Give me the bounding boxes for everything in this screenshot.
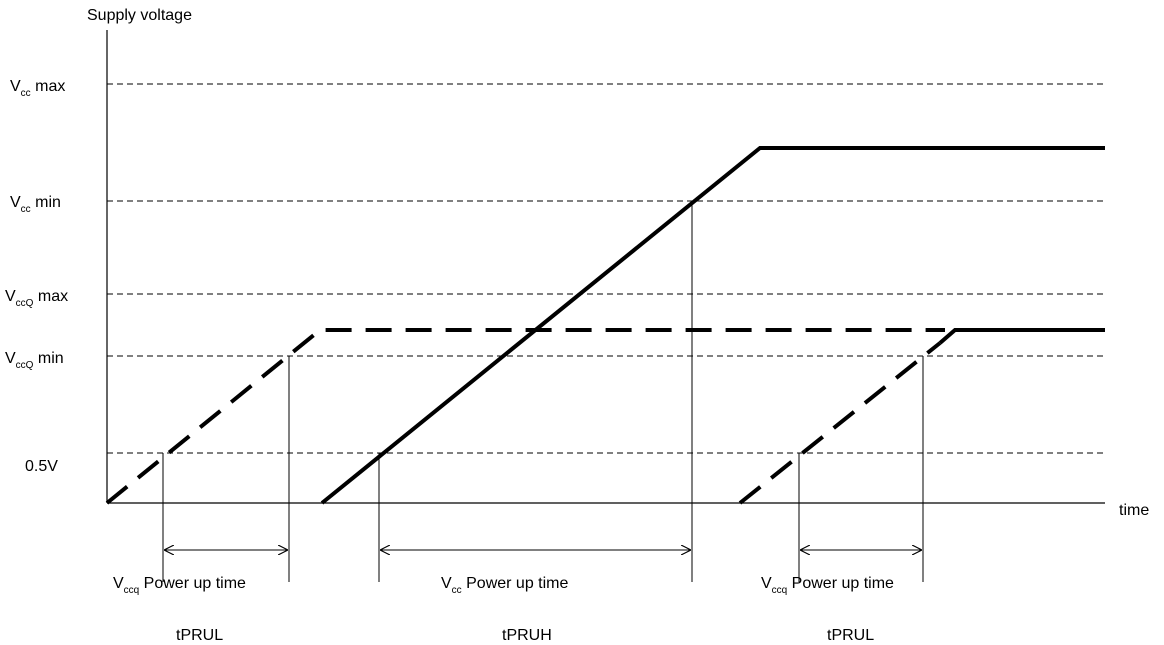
vccq-ramp-dashed-2 bbox=[738, 341, 942, 505]
vcc-ramp-solid bbox=[320, 146, 1105, 505]
vccq-settled-solid bbox=[938, 328, 1105, 345]
supply-curves bbox=[105, 146, 1105, 505]
y-axis-title: Supply voltage bbox=[87, 7, 192, 24]
param-tprul-1: tPRUL bbox=[176, 627, 223, 644]
vcc-max-label: Vcc max bbox=[10, 78, 65, 99]
half-volt-label: 0.5V bbox=[25, 458, 58, 475]
reference-levels bbox=[107, 83, 1105, 454]
vccq-max-label: VccQ max bbox=[5, 288, 68, 309]
param-tprul-2: tPRUL bbox=[827, 627, 874, 644]
vccq-power-up-label-1: Vccq Power up time bbox=[113, 575, 246, 596]
vccq-power-up-label-2: Vccq Power up time bbox=[761, 575, 894, 596]
x-axis-title: time bbox=[1119, 502, 1149, 519]
vcc-min-label: Vcc min bbox=[10, 194, 61, 215]
param-tpruh: tPRUH bbox=[502, 627, 552, 644]
timing-markers bbox=[162, 201, 924, 582]
vccq-min-label: VccQ min bbox=[5, 350, 64, 371]
vcc-power-up-label: Vcc Power up time bbox=[441, 575, 568, 596]
vccq-ramp-dashed-1 bbox=[105, 328, 945, 505]
